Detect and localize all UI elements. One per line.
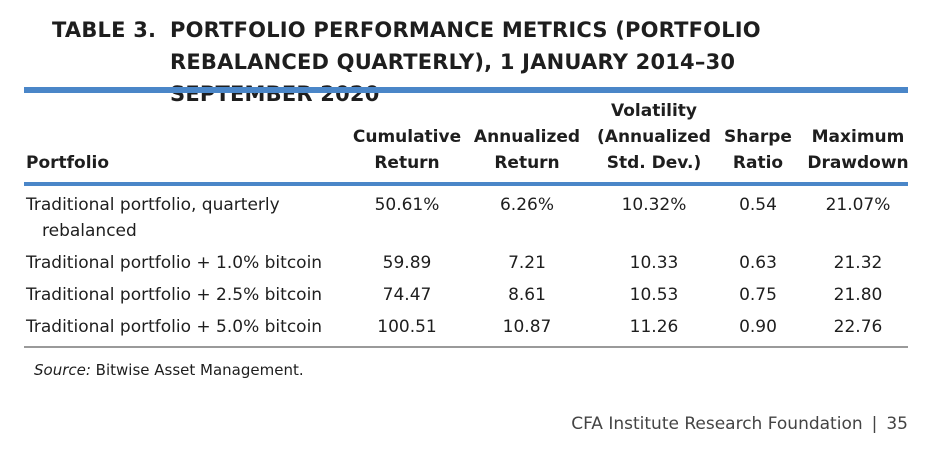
cell-portfolio-line2: rebalanced xyxy=(42,221,137,241)
cell-annualized-return: 6.26% xyxy=(499,195,554,215)
cell-max-drawdown: 21.32 xyxy=(833,253,883,273)
cell-annualized-return: 7.21 xyxy=(508,253,546,273)
header-portfolio: Portfolio xyxy=(26,153,110,173)
cell-volatility: 10.33 xyxy=(629,253,679,273)
cell-max-drawdown: 21.07% xyxy=(825,195,891,215)
header-volatility: Volatility (Annualized Std. Dev.) xyxy=(597,101,711,173)
cell-sharpe-ratio: 0.63 xyxy=(739,253,777,273)
cell-annualized-return: 8.61 xyxy=(508,285,546,305)
cell-max-drawdown: 22.76 xyxy=(833,317,883,337)
table-label: TABLE 3. xyxy=(52,18,157,42)
source-note: Source: Bitwise Asset Management. xyxy=(34,359,304,381)
cell-cumulative-return: 74.47 xyxy=(382,285,432,305)
cell-portfolio: Traditional portfolio + 2.5% bitcoin xyxy=(26,285,323,305)
source-label: Source: xyxy=(34,361,91,379)
cell-portfolio-line1: Traditional portfolio, quarterly xyxy=(26,195,280,215)
cell-cumulative-return: 100.51 xyxy=(377,317,437,337)
cell-portfolio: Traditional portfolio, quarterly rebalan… xyxy=(26,192,356,244)
header-sharpe-ratio: Sharpe Ratio xyxy=(724,127,792,173)
cell-volatility: 10.32% xyxy=(621,195,687,215)
bottom-rule xyxy=(24,346,908,348)
cell-portfolio: Traditional portfolio + 5.0% bitcoin xyxy=(26,317,323,337)
cell-sharpe-ratio: 0.75 xyxy=(739,285,777,305)
top-rule xyxy=(24,87,908,93)
cell-sharpe-ratio: 0.90 xyxy=(739,317,777,337)
header-cumulative-return: Cumulative Return xyxy=(352,127,462,173)
cell-sharpe-ratio: 0.54 xyxy=(739,195,777,215)
cell-annualized-return: 10.87 xyxy=(502,317,552,337)
header-max-drawdown: Maximum Drawdown xyxy=(807,127,909,173)
table-title-text: PORTFOLIO PERFORMANCE METRICS (PORTFOLIO… xyxy=(170,18,761,106)
cell-cumulative-return: 59.89 xyxy=(382,253,432,273)
cell-max-drawdown: 21.80 xyxy=(833,285,883,305)
page-footer: CFA Institute Research Foundation | 35 xyxy=(571,412,908,436)
footer-separator: | xyxy=(871,414,878,434)
page-number: 35 xyxy=(886,414,908,434)
header-annualized-return: Annualized Return xyxy=(473,127,581,173)
cell-volatility: 10.53 xyxy=(629,285,679,305)
cell-volatility: 11.26 xyxy=(629,317,679,337)
source-text: Bitwise Asset Management. xyxy=(90,361,304,379)
cell-portfolio: Traditional portfolio + 1.0% bitcoin xyxy=(26,253,323,273)
footer-publisher: CFA Institute Research Foundation xyxy=(571,414,863,434)
cell-cumulative-return: 50.61% xyxy=(374,195,440,215)
header-rule xyxy=(24,182,908,186)
